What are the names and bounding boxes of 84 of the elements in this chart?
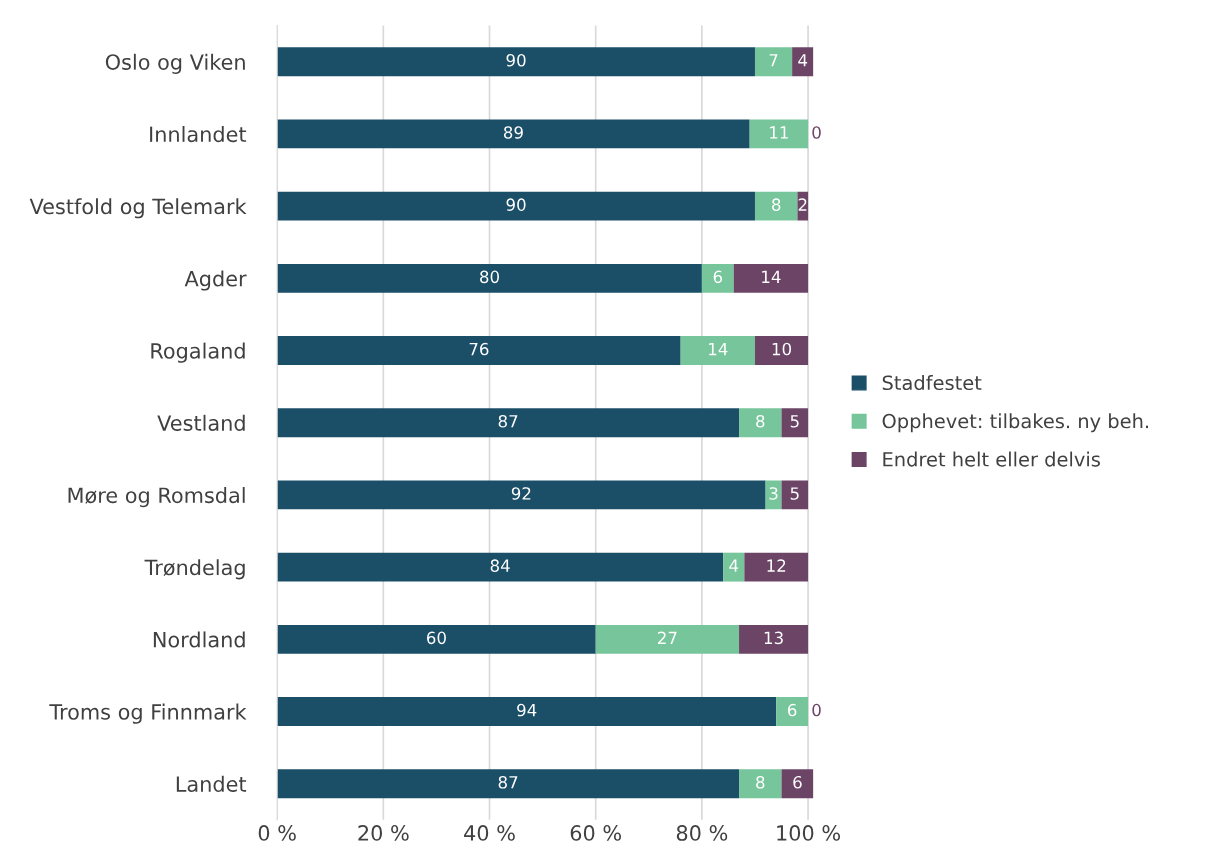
- data-label: 11: [770, 126, 788, 139]
- data-label: 2: [798, 198, 807, 211]
- y-tick-label: Oslo og Viken: [105, 53, 245, 74]
- bar: [754, 47, 793, 77]
- data-label: 76: [469, 342, 489, 356]
- x-tick-label: 20 %: [358, 825, 409, 841]
- data-label: 3: [769, 487, 778, 500]
- bar: [781, 480, 809, 510]
- bar: [701, 263, 734, 293]
- bar: [277, 624, 596, 654]
- data-label: 6: [788, 703, 797, 717]
- bar: [723, 552, 745, 582]
- data-label: 8: [756, 775, 765, 789]
- data-label: 14: [762, 270, 781, 283]
- data-label: 10: [772, 342, 792, 356]
- y-tick-label: Nordland: [153, 631, 245, 648]
- data-label: 12: [767, 559, 786, 572]
- y-tick-label: Rogaland: [151, 342, 245, 363]
- bar: [739, 408, 782, 438]
- data-label: 6: [713, 270, 723, 284]
- bar: [797, 191, 809, 221]
- x-tick-label: 40 %: [464, 825, 515, 841]
- legend-label: Opphevet: tilbakes. ny beh.: [882, 413, 1149, 433]
- data-label: 7: [769, 54, 778, 67]
- data-label: 0: [812, 126, 821, 139]
- bar: [792, 47, 814, 77]
- bar: [277, 263, 702, 293]
- data-label: 94: [517, 703, 537, 717]
- y-tick-label: Trøndelag: [144, 559, 245, 580]
- data-label: 27: [657, 631, 677, 644]
- data-label: 89: [503, 126, 523, 139]
- bar: [277, 119, 750, 149]
- data-label: 4: [729, 559, 739, 572]
- bar: [595, 624, 740, 654]
- data-label: 14: [709, 342, 728, 356]
- bar: [765, 480, 782, 510]
- y-tick-label: Vestfold og Telemark: [29, 198, 247, 219]
- bar: [739, 769, 782, 799]
- data-label: 13: [764, 631, 783, 645]
- x-tick-label: 0 %: [258, 825, 296, 841]
- bar: [754, 336, 809, 365]
- bar: [781, 769, 814, 799]
- y-tick-label: Vestland: [157, 414, 245, 431]
- bar: [680, 336, 755, 365]
- data-label: 8: [772, 198, 781, 211]
- x-tick-label: 100 %: [777, 825, 841, 841]
- data-label: 0: [812, 703, 821, 717]
- bar: [277, 552, 724, 582]
- y-tick-label: Troms og Finnmark: [49, 703, 247, 724]
- data-label: 90: [506, 53, 526, 67]
- data-label: 87: [498, 775, 518, 789]
- data-label: 5: [790, 487, 799, 500]
- bar: [277, 47, 755, 77]
- data-label: 8: [756, 414, 765, 428]
- bar: [277, 408, 740, 438]
- data-label: 5: [790, 415, 799, 428]
- data-label: 60: [426, 631, 446, 645]
- bar: [781, 408, 809, 438]
- y-tick-label: Landet: [176, 775, 247, 792]
- y-tick-label: Møre og Romsdal: [68, 487, 245, 508]
- bar: [739, 624, 809, 654]
- y-tick-label: Agder: [184, 270, 247, 291]
- bar: [277, 697, 777, 726]
- bar: [277, 191, 755, 221]
- data-label: 6: [793, 775, 802, 789]
- bar: [733, 263, 809, 293]
- data-label: 90: [506, 198, 526, 211]
- legend-label: Endret helt eller delvis: [883, 451, 1100, 467]
- bar: [776, 697, 809, 726]
- bar: [744, 552, 809, 582]
- legend-label: Stadfestet: [882, 375, 982, 391]
- data-label: 87: [498, 414, 518, 428]
- y-tick-label: Innlandet: [150, 126, 247, 143]
- bar: [277, 769, 740, 799]
- data-label: 80: [480, 270, 500, 284]
- data-label: 4: [798, 54, 808, 67]
- bar: [754, 191, 798, 221]
- x-tick-label: 60 %: [570, 825, 622, 841]
- bar: [277, 480, 766, 510]
- data-label: 84: [490, 559, 510, 572]
- bar: [749, 119, 809, 149]
- data-label: 92: [511, 487, 531, 500]
- x-tick-label: 80 %: [676, 825, 728, 841]
- bar: [277, 336, 681, 365]
